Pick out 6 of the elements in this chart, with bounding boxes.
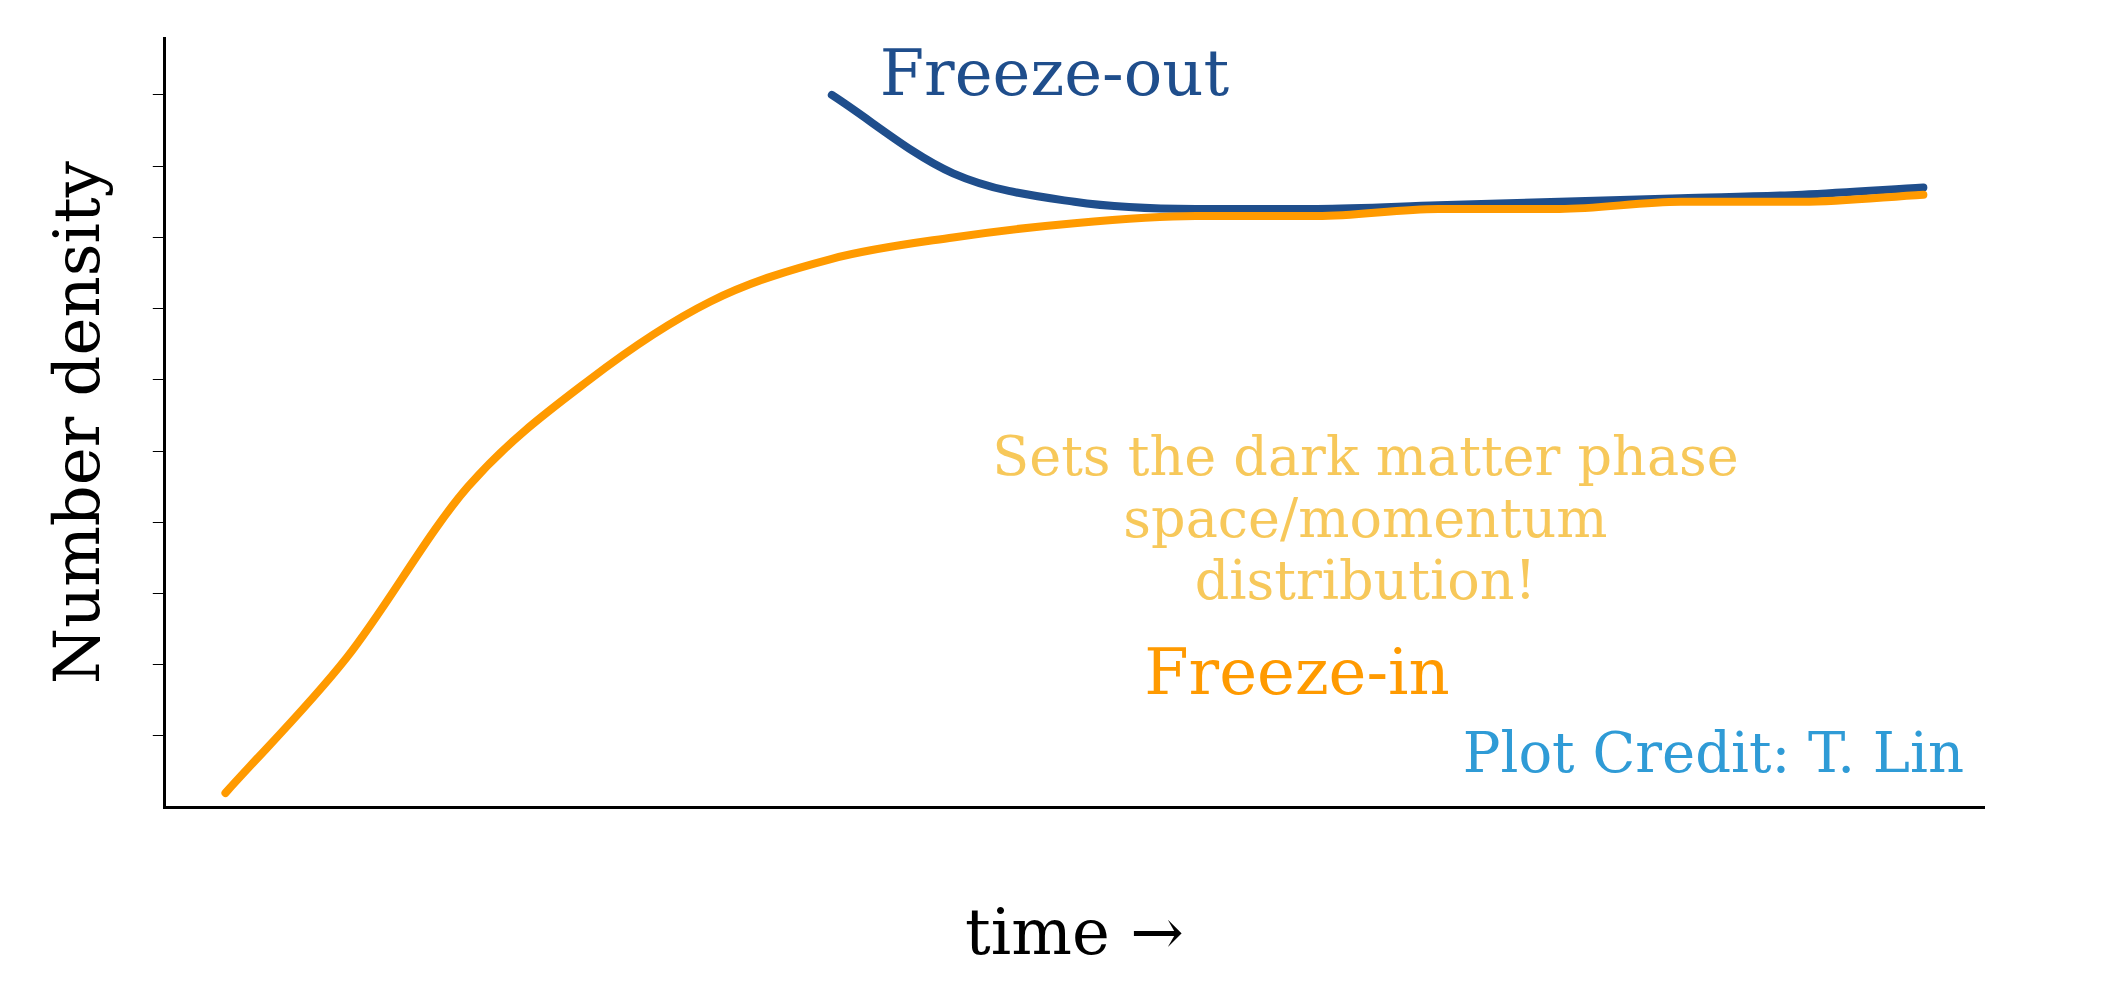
- y-axis-title: Number density: [40, 161, 115, 685]
- text: Freeze-in: [1144, 634, 1450, 709]
- series-label: Freeze-out: [879, 35, 1230, 110]
- annotation: Sets the dark matter phase space/momentum distribution!: [992, 425, 1739, 613]
- x-axis-title: time →: [965, 895, 1184, 970]
- annotation: Plot Credit: T. Lin: [1462, 719, 1964, 785]
